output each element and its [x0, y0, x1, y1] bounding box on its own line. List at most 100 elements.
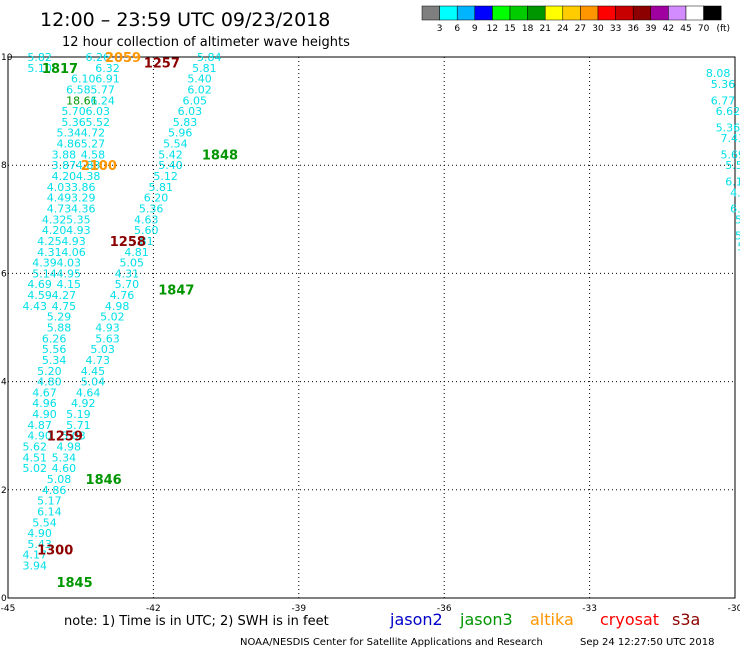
colorbar-label: 45 — [680, 24, 691, 34]
wave-height-label: 5.36 — [139, 202, 164, 215]
wave-height-label: 4.03 — [56, 257, 81, 270]
wave-height-label: 4.31 — [37, 246, 62, 259]
x-tick-label: -36 — [437, 604, 452, 614]
wave-height-label: 6.20 — [144, 192, 169, 205]
wave-height-label: 4.93 — [61, 235, 86, 248]
chart-subtitle: 12 hour collection of altimeter wave hei… — [62, 35, 350, 50]
wave-height-label: 5.03 — [61, 430, 86, 443]
wave-height-label: 4.38 — [76, 170, 101, 183]
wave-height-label: 4.76 — [110, 289, 135, 302]
wave-height-label: 5.82 — [27, 51, 51, 64]
wave-height-label: 5.88 — [47, 322, 71, 335]
footer-note: note: 1) Time is in UTC; 2) SWH is in fe… — [64, 614, 329, 629]
colorbar-label: 33 — [610, 24, 621, 34]
colorbar-swatch — [703, 5, 722, 21]
wave-height-label: 4.03 — [47, 181, 71, 194]
time-annotation: 1848 — [202, 148, 238, 163]
colorbar-swatch — [597, 5, 616, 21]
wave-height-label: 3.86 — [71, 181, 96, 194]
wave-height-label: 4.86 — [56, 138, 81, 151]
wave-height-label: 5.14 — [32, 267, 57, 280]
wave-height-label: 6.77 — [711, 94, 736, 107]
time-annotations: 2059 1817 1257 1848 2100 1258 1847 1259 1846 1300… — [37, 51, 238, 591]
colorbar-label: 42 — [663, 24, 674, 34]
data-points: 5.825.106.106.5818.615.705.365.344.863.8… — [23, 51, 740, 573]
colorbar-swatch — [439, 5, 458, 21]
wave-height-label: 5.36 — [716, 121, 740, 134]
x-tick-label: -45 — [1, 604, 16, 614]
colorbar-swatch — [527, 5, 546, 21]
wave-height-label: 6.26 — [86, 51, 111, 64]
wave-height-label: 5.81 — [129, 235, 154, 248]
wave-height-label: 5.20 — [37, 365, 62, 378]
wave-height-label: 5.42 — [158, 148, 183, 161]
wave-height-label: 6.32 — [95, 62, 120, 75]
colorbar-swatch — [456, 5, 476, 21]
y-tick-label: 0 — [1, 594, 7, 604]
wave-height-label: 4.20 — [42, 224, 67, 237]
wave-height-label: 5.19 — [66, 408, 91, 421]
x-tick-label: -30 — [728, 604, 740, 614]
wave-height-label: 5.77 — [90, 83, 115, 96]
time-annotation: 1845 — [56, 576, 92, 591]
wave-height-label: 4.90 — [27, 430, 51, 443]
wave-height-label: 4.75 — [52, 300, 76, 313]
legend-jason2: jason2 — [389, 610, 443, 629]
y-tick-label: 4 — [1, 378, 7, 388]
colorbar-label: 15 — [504, 24, 515, 34]
wave-height-label: 5.91 — [737, 240, 740, 253]
wave-height-label: 4.83 — [76, 159, 101, 172]
wave-height-label: 5.54 — [32, 516, 57, 529]
wave-height-label: 6.05 — [182, 94, 207, 107]
wave-height-label: 5.17 — [37, 495, 62, 508]
colorbar-swatch — [492, 5, 511, 21]
wave-height-label: 5.40 — [158, 159, 183, 172]
colorbar: 3 6 9 12 15 18 21 24 27 30 33 36 39 42 45 70 — [421, 5, 722, 34]
colorbar-label: 18 — [522, 24, 534, 34]
wave-height-label: 5.70 — [61, 105, 86, 118]
colorbar-swatch — [474, 5, 493, 21]
colorbar-label: 6 — [454, 24, 460, 34]
wave-height-label: 4.90 — [27, 527, 51, 540]
wave-height-label: 4.43 — [23, 300, 48, 313]
wave-height-label: 5.36 — [61, 116, 86, 129]
wave-height-label: 5.62 — [23, 441, 48, 454]
wave-height-label: 6.13 — [730, 202, 740, 215]
wave-height-label: 5.27 — [81, 138, 106, 151]
wave-height-label: 5.34 — [52, 451, 76, 464]
wave-height-label: 4.51 — [23, 451, 48, 464]
wave-height-label: 5.83 — [173, 116, 198, 129]
wave-height-label: 6.24 — [90, 94, 115, 107]
wave-height-label: 4.98 — [105, 300, 130, 313]
wave-height-label: 4.80 — [37, 376, 62, 389]
colorbar-swatch — [650, 5, 669, 21]
axis-ticks: -45 -42 -39 -36 -33 -30 0 2 4 6 8 10 — [1, 53, 740, 614]
colorbar-label: 21 — [539, 24, 550, 34]
time-annotation: 1846 — [86, 473, 122, 488]
wave-height-label: 4.63 — [134, 213, 159, 226]
colorbar-label: 9 — [472, 24, 478, 34]
time-annotation: 1817 — [42, 62, 78, 77]
colorbar-swatch — [632, 5, 652, 21]
colorbar-swatch — [685, 5, 704, 21]
wave-height-label: 5.71 — [735, 230, 740, 243]
footer-credit: NOAA/NESDIS Center for Satellite Applica… — [240, 637, 543, 648]
wave-height-label: 4.96 — [32, 397, 57, 410]
colorbar-swatch — [509, 5, 528, 21]
wave-height-label: 6.03 — [178, 105, 203, 118]
wave-height-label: 5.40 — [187, 73, 212, 86]
wave-height-label: 4.93 — [95, 322, 120, 335]
wave-height-label: 3.29 — [71, 192, 96, 205]
wave-height-label: 6.14 — [37, 505, 62, 518]
wave-height-label: 5.08 — [47, 473, 71, 486]
wave-height-label: 6.58 — [66, 83, 91, 96]
colorbar-swatch — [421, 5, 440, 21]
colorbar-swatch — [562, 5, 581, 21]
wave-height-label: 4.90 — [32, 408, 57, 421]
wave-height-label: 5.69 — [720, 148, 740, 161]
chart-title: 12:00 – 23:59 UTC 09/23/2018 — [40, 9, 330, 31]
y-tick-label: 2 — [1, 486, 7, 496]
wave-height-label: 5.52 — [86, 116, 111, 129]
wave-height-label: 5.29 — [47, 311, 71, 324]
